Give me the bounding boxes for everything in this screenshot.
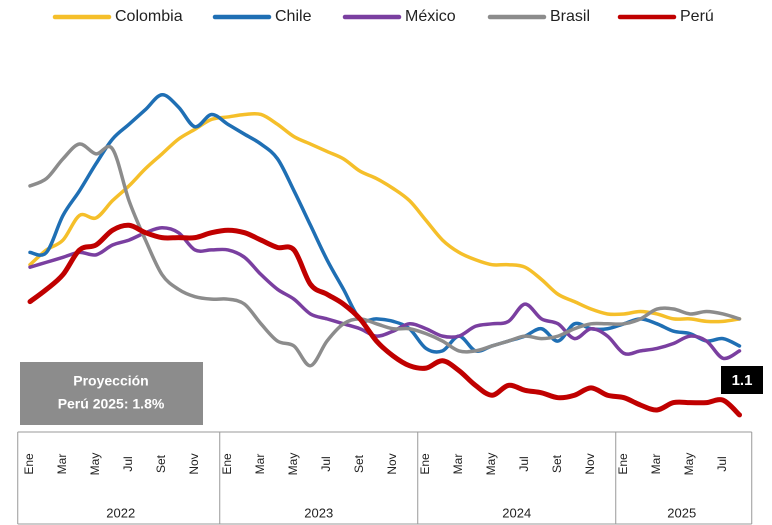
value-label-bg [721, 366, 763, 394]
x-tick-label: Jul [715, 456, 729, 471]
value-label: 1.1 [732, 372, 753, 389]
year-label: 2022 [106, 505, 135, 520]
line [28, 111, 742, 324]
annotation-line: Proyección [73, 373, 148, 389]
x-tick-label: Mar [253, 454, 267, 475]
annotation-box: Proyección Perú 2025: 1.8% [20, 362, 203, 425]
legend-text: México [405, 8, 456, 25]
x-tick-label: Set [154, 454, 168, 473]
year-label: 2024 [502, 505, 531, 520]
x-tick-label: May [682, 453, 696, 476]
x-tick-label: Mar [649, 454, 663, 475]
x-tick-label: Nov [385, 453, 399, 474]
year-label: 2023 [304, 505, 333, 520]
x-tick-label: Jul [121, 456, 135, 471]
x-tick-label: Set [550, 454, 564, 473]
x-tick-label: May [88, 453, 102, 476]
x-tick-label: Jul [517, 456, 531, 471]
annotation-line: Perú 2025: 1.8% [58, 396, 165, 412]
line [27, 222, 742, 418]
x-tick-label: Jul [319, 456, 333, 471]
x-tick-label: May [484, 453, 498, 476]
x-tick-label: Set [352, 454, 366, 473]
x-tick-label: May [286, 453, 300, 476]
x-tick-label: Ene [220, 453, 234, 475]
legend-text: Colombia [115, 8, 183, 25]
legend-text: Perú [680, 8, 714, 25]
legend-text: Brasil [550, 8, 590, 25]
x-tick-label: Mar [451, 454, 465, 475]
x-tick-label: Mar [55, 454, 69, 475]
x-tick-label: Ene [418, 453, 432, 475]
year-label: 2025 [667, 505, 696, 520]
line [28, 226, 742, 361]
x-tick-label: Ene [616, 453, 630, 475]
annotation-bg [20, 362, 203, 425]
x-tick-label: Nov [187, 453, 201, 474]
x-tick-label: Nov [583, 453, 597, 474]
line [28, 142, 742, 368]
legend-text: Chile [275, 8, 312, 25]
x-tick-label: Ene [22, 453, 36, 475]
